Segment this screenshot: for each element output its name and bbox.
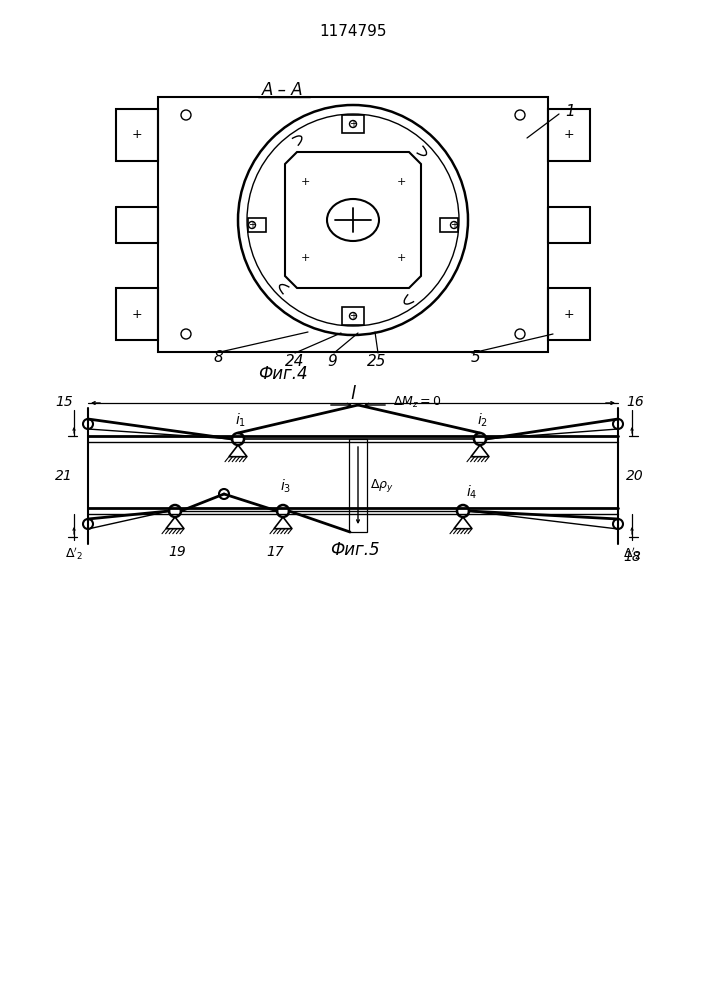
Text: 5: 5 xyxy=(471,350,481,364)
Bar xyxy=(248,218,266,232)
Bar xyxy=(342,307,364,325)
Text: $i_4$: $i_4$ xyxy=(466,483,477,501)
Bar xyxy=(158,97,548,352)
Text: 19: 19 xyxy=(168,545,186,559)
Text: +: + xyxy=(349,119,357,129)
Bar xyxy=(342,115,364,133)
Text: $i_3$: $i_3$ xyxy=(281,477,291,495)
Bar xyxy=(116,109,158,161)
Text: 1: 1 xyxy=(565,104,575,119)
Text: +: + xyxy=(349,311,357,321)
Text: $\Delta\rho_y$: $\Delta\rho_y$ xyxy=(370,478,394,494)
Text: 8: 8 xyxy=(213,350,223,364)
Text: +: + xyxy=(450,220,458,230)
Text: Фиг.4: Фиг.4 xyxy=(258,365,308,383)
Text: 20: 20 xyxy=(626,469,644,483)
Text: 25: 25 xyxy=(367,354,387,368)
Text: +: + xyxy=(132,308,142,320)
Text: 17: 17 xyxy=(266,545,284,559)
Text: 16: 16 xyxy=(626,395,644,409)
Bar xyxy=(116,288,158,340)
Text: +: + xyxy=(397,253,406,263)
Text: 9: 9 xyxy=(327,354,337,368)
Text: $i_1$: $i_1$ xyxy=(235,411,247,429)
Text: +: + xyxy=(248,220,256,230)
Text: +: + xyxy=(397,177,406,187)
Text: 18: 18 xyxy=(623,550,641,564)
Text: +: + xyxy=(300,253,310,263)
Bar xyxy=(548,109,590,161)
Bar xyxy=(440,218,458,232)
Text: Фиг.5: Фиг.5 xyxy=(330,541,380,559)
Text: $i_2$: $i_2$ xyxy=(477,411,489,429)
Text: A – A: A – A xyxy=(262,81,304,99)
Text: $\Delta M_z = 0$: $\Delta M_z = 0$ xyxy=(393,394,442,410)
Text: +: + xyxy=(563,308,574,320)
Text: +: + xyxy=(563,128,574,141)
Text: 15: 15 xyxy=(55,395,73,409)
Text: $\Delta'_2$: $\Delta'_2$ xyxy=(65,546,83,562)
Text: l: l xyxy=(351,385,356,403)
Text: +: + xyxy=(300,177,310,187)
Text: 1174795: 1174795 xyxy=(320,24,387,39)
Text: 24: 24 xyxy=(285,354,305,368)
Text: 21: 21 xyxy=(55,469,73,483)
Bar xyxy=(548,288,590,340)
Text: $\Delta'_2$: $\Delta'_2$ xyxy=(623,546,641,562)
Text: +: + xyxy=(132,128,142,141)
Bar xyxy=(349,439,367,532)
